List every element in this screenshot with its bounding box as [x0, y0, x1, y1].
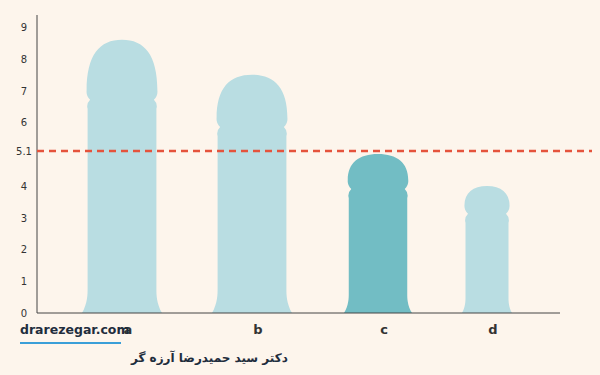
bar: [212, 75, 292, 313]
reference-line: [37, 150, 592, 153]
y-tick-label: 0: [21, 308, 27, 319]
marks: [82, 40, 512, 313]
y-tick-label: 4: [21, 181, 27, 192]
source-underline: [20, 342, 121, 344]
bar: [82, 40, 162, 313]
source: drarezegar.com: [20, 322, 129, 337]
y-tick-label: 9: [21, 22, 27, 33]
x-tick-label: d: [488, 322, 497, 337]
y-tick-label: 6: [21, 117, 27, 128]
x-axis: [37, 313, 560, 314]
chart-root: 012345.16789abcddrarezegar.comدکتر سید ح…: [0, 0, 600, 375]
y-tick-label: 5.1: [16, 146, 32, 157]
x-tick-label: c: [380, 322, 388, 337]
y-tick-label: 3: [21, 213, 27, 224]
y-tick-label: 1: [21, 276, 27, 287]
y-tick-label: 7: [21, 86, 27, 97]
x-tick-label: b: [253, 322, 262, 337]
background: [0, 0, 600, 375]
y-tick-label: 2: [21, 244, 27, 255]
y-axis: [37, 15, 38, 313]
bar: [462, 186, 512, 313]
y-tick-label: 8: [21, 54, 27, 65]
author: دکتر سید حمیدرضا آرزه گر: [130, 350, 288, 365]
bar: [344, 154, 412, 313]
